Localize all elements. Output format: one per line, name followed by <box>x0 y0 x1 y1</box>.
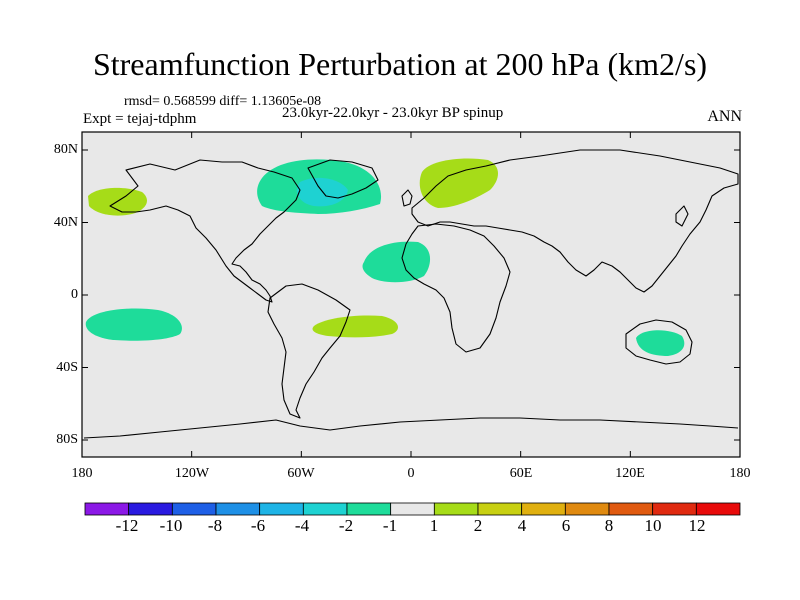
colorbar-swatch <box>390 502 435 516</box>
lon-label-120e: 120E <box>615 466 645 481</box>
lon-label-60w: 60W <box>287 466 315 481</box>
coast-africa <box>401 223 511 353</box>
colorbar-label: 6 <box>561 516 571 535</box>
season-label: ANN <box>707 108 742 125</box>
colorbar-swatch <box>608 502 654 516</box>
coast-antarctica <box>83 417 739 439</box>
lat-label-80n: 80N <box>53 142 78 157</box>
colorbar <box>84 502 741 516</box>
colorbar-label: 4 <box>517 516 527 535</box>
coast-north-america <box>109 159 301 303</box>
patch-europe-positive <box>419 158 498 208</box>
coastlines <box>83 149 739 439</box>
lat-label-40s: 40S <box>56 360 78 375</box>
colorbar-label: 12 <box>688 516 706 535</box>
lon-label-0: 0 <box>407 466 415 481</box>
colorbar-swatch <box>652 502 697 516</box>
coast-eurasia <box>411 149 739 293</box>
colorbar-label: -6 <box>250 516 266 535</box>
colorbar-swatch <box>259 502 304 516</box>
colorbar-swatch <box>84 502 130 516</box>
patch-tropical-atlantic-negative <box>362 241 431 283</box>
experiment-label: Expt = tejaj-tdphm <box>83 111 197 127</box>
patch-australia-negative <box>636 330 685 356</box>
colorbar-label: -1 <box>382 516 398 535</box>
lon-label-60e: 60E <box>509 466 533 481</box>
colorbar-label: 8 <box>604 516 614 535</box>
coast-south-america <box>267 283 351 419</box>
colorbar-label: -2 <box>338 516 354 535</box>
colorbar-swatch <box>433 502 479 516</box>
colorbar-label: -4 <box>294 516 310 535</box>
colorbar-swatch <box>302 502 348 516</box>
colorbar-swatch <box>128 502 173 516</box>
lat-label-0: 0 <box>71 287 78 302</box>
lon-label-180w: 180 <box>71 466 93 481</box>
coast-greenland <box>307 159 379 199</box>
lon-label-180e: 180 <box>729 466 751 481</box>
colorbar-label: -8 <box>207 516 223 535</box>
coast-british-isles <box>401 189 413 207</box>
colorbar-label: 2 <box>473 516 483 535</box>
colorbar-label: 1 <box>429 516 439 535</box>
lat-label-80s: 80S <box>56 432 78 447</box>
chart-title: Streamfunction Perturbation at 200 hPa (… <box>92 46 708 82</box>
coast-japan <box>675 205 689 227</box>
coast-australia <box>625 319 693 365</box>
colorbar-swatch <box>215 502 261 516</box>
colorbar-label: 10 <box>644 516 662 535</box>
map-background <box>82 132 740 457</box>
colorbar-label: -10 <box>159 516 183 535</box>
patch-south-atlantic-positive <box>312 315 398 338</box>
colorbar-swatch <box>346 502 392 516</box>
colorbar-swatch <box>695 502 741 516</box>
colorbar-label: -12 <box>115 516 139 535</box>
lat-label-40n: 40N <box>53 215 78 230</box>
axis-ticks <box>81 132 741 457</box>
rmsd-stats: rmsd= 0.568599 diff= 1.13605e-08 <box>124 94 322 109</box>
patch-south-pacific-negative <box>85 308 182 341</box>
colorbar-swatch <box>521 502 566 516</box>
colorbar-swatch <box>171 502 217 516</box>
colorbar-swatch <box>477 502 523 516</box>
period-label: 23.0kyr-22.0kyr - 23.0kyr BP spinup <box>282 105 504 121</box>
lon-label-120w: 120W <box>174 466 210 481</box>
colorbar-swatch <box>564 502 610 516</box>
